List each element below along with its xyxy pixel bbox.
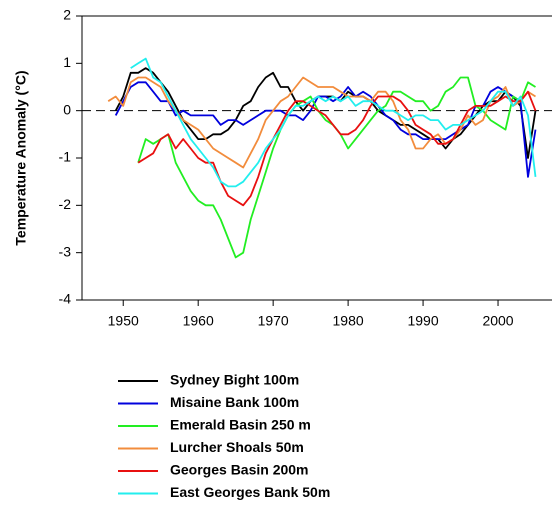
y-tick-label: -3	[59, 243, 72, 259]
x-tick-label: 1950	[108, 313, 139, 329]
legend-label: Sydney Bight 100m	[170, 372, 299, 388]
legend-label: East Georges Bank 50m	[170, 484, 330, 500]
legend-label: Georges Basin 200m	[170, 462, 309, 478]
series-line	[137, 76, 536, 259]
x-tick-label: 1970	[258, 313, 289, 329]
x-tick-label: 1980	[333, 313, 364, 329]
series-line	[137, 90, 537, 207]
y-tick-label: -4	[59, 291, 72, 307]
y-axis-title: Temperature Anomaly (°C)	[13, 70, 29, 245]
y-tick-label: 2	[63, 7, 71, 23]
x-tick-label: 1990	[407, 313, 438, 329]
legend-label: Emerald Basin 250 m	[170, 417, 311, 433]
y-tick-label: -2	[59, 196, 72, 212]
plot-area	[107, 57, 537, 259]
y-tick-label: 1	[63, 54, 71, 70]
series-line	[130, 57, 537, 188]
x-tick-label: 2000	[482, 313, 513, 329]
series-line	[114, 81, 537, 178]
y-tick-label: 0	[63, 101, 71, 117]
x-tick-label: 1960	[183, 313, 214, 329]
legend-label: Lurcher Shoals 50m	[170, 439, 304, 455]
y-tick-label: -1	[59, 149, 72, 165]
legend-label: Misaine Bank 100m	[170, 394, 299, 410]
